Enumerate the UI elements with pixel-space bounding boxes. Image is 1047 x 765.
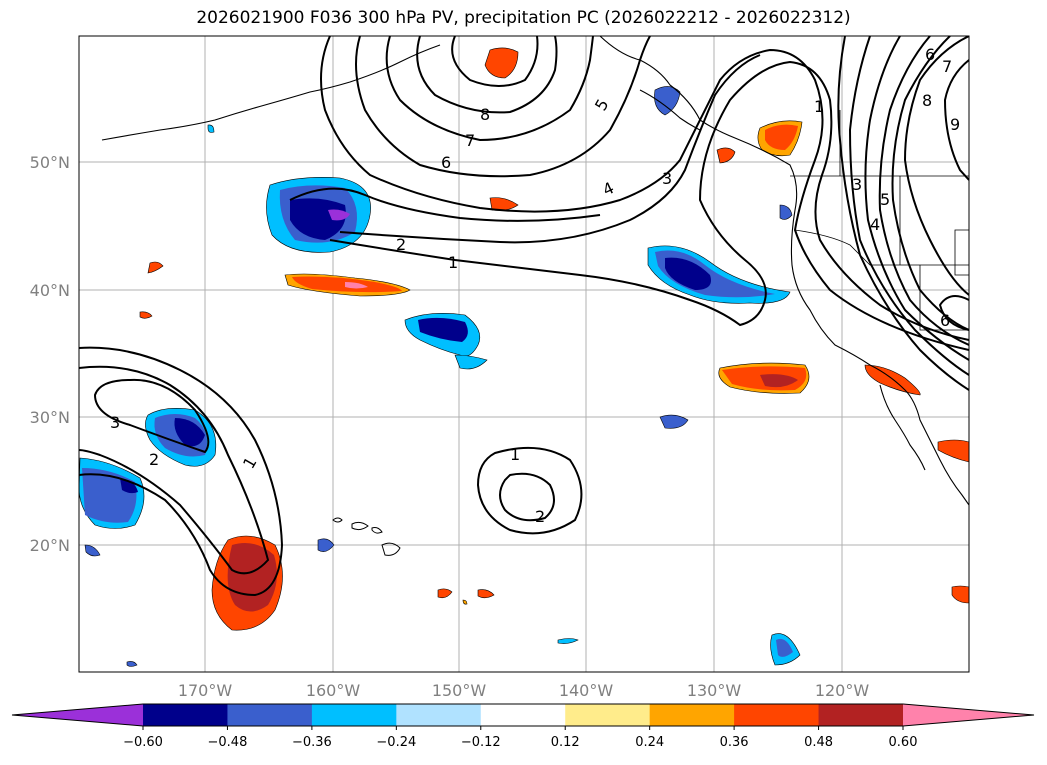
pv-label: 8 (480, 105, 490, 124)
lon-label: 130°W (687, 681, 742, 700)
pv-label: 3 (662, 169, 672, 188)
pv-label: 7 (465, 131, 475, 150)
pv-label: 6 (925, 45, 935, 64)
colorbar-segment (818, 704, 904, 726)
colorbar-segment (565, 704, 651, 726)
longitude-labels: 170°W 160°W 150°W 140°W 130°W 120°W (178, 681, 870, 700)
colorbar-segment (396, 704, 482, 726)
pv-label: 4 (870, 215, 880, 234)
lat-label: 20°N (30, 536, 70, 555)
pv-label: 2 (149, 450, 159, 469)
pv-label: 1 (448, 253, 458, 272)
colorbar-tick-label: 0.60 (889, 735, 918, 750)
colorbar-tick-label: −0.12 (461, 735, 501, 750)
pv-label: 9 (950, 115, 960, 134)
colorbar-segment (734, 704, 820, 726)
hawaii-islands (332, 517, 401, 556)
colorbar-segment (227, 704, 313, 726)
plot-frame (78, 35, 970, 673)
colorbar-extend-low (12, 704, 143, 726)
pv-label: 8 (922, 91, 932, 110)
pv-label: 3 (110, 413, 120, 432)
lon-label: 140°W (559, 681, 614, 700)
colorbar-tick-label: 0.12 (551, 735, 580, 750)
colorbar-tick-label: 0.48 (804, 735, 833, 750)
colorbar-ticks: −0.60 −0.48 −0.36 −0.24 −0.12 0.12 0.24 0.36 0.4… (123, 726, 917, 750)
map-title: 2026021900 F036 300 hPa PV, precipitatio… (196, 8, 851, 28)
colorbar-segment (311, 704, 397, 726)
lat-label: 30°N (30, 408, 70, 427)
colorbar-segment (480, 704, 566, 726)
pv-label: 7 (942, 57, 952, 76)
colorbar-tick-label: 0.36 (720, 735, 749, 750)
lat-label: 50°N (30, 153, 70, 172)
colorbar-segment (143, 704, 228, 726)
colorbar-tick-label: 0.24 (635, 735, 664, 750)
lon-label: 150°W (432, 681, 487, 700)
pv-label: 6 (441, 153, 451, 172)
pv-contours (79, 36, 969, 597)
pv-label: 2 (396, 235, 406, 254)
precip-negative-areas (79, 86, 801, 667)
colorbar-tick-label: −0.60 (123, 735, 163, 750)
colorbar-tick-label: −0.24 (376, 735, 416, 750)
pv-label: 1 (814, 97, 824, 116)
colorbar (11, 703, 1035, 727)
lon-label: 160°W (306, 681, 361, 700)
precip-positive-areas (139, 47, 969, 631)
pv-label: 3 (852, 175, 862, 194)
lat-label: 40°N (30, 281, 70, 300)
lon-label: 120°W (815, 681, 870, 700)
coastlines (101, 36, 969, 506)
colorbar-tick-label: −0.36 (292, 735, 332, 750)
colorbar-segment (649, 704, 735, 726)
colorbar-extend-high (903, 704, 1034, 726)
colorbar-tick-label: −0.48 (208, 735, 248, 750)
pv-label: 2 (535, 507, 545, 526)
latitude-labels: 50°N 40°N 30°N 20°N (30, 153, 70, 555)
pv-label: 1 (510, 445, 520, 464)
lon-label: 170°W (178, 681, 233, 700)
pv-label: 6 (940, 311, 950, 330)
pv-label: 5 (880, 190, 890, 209)
